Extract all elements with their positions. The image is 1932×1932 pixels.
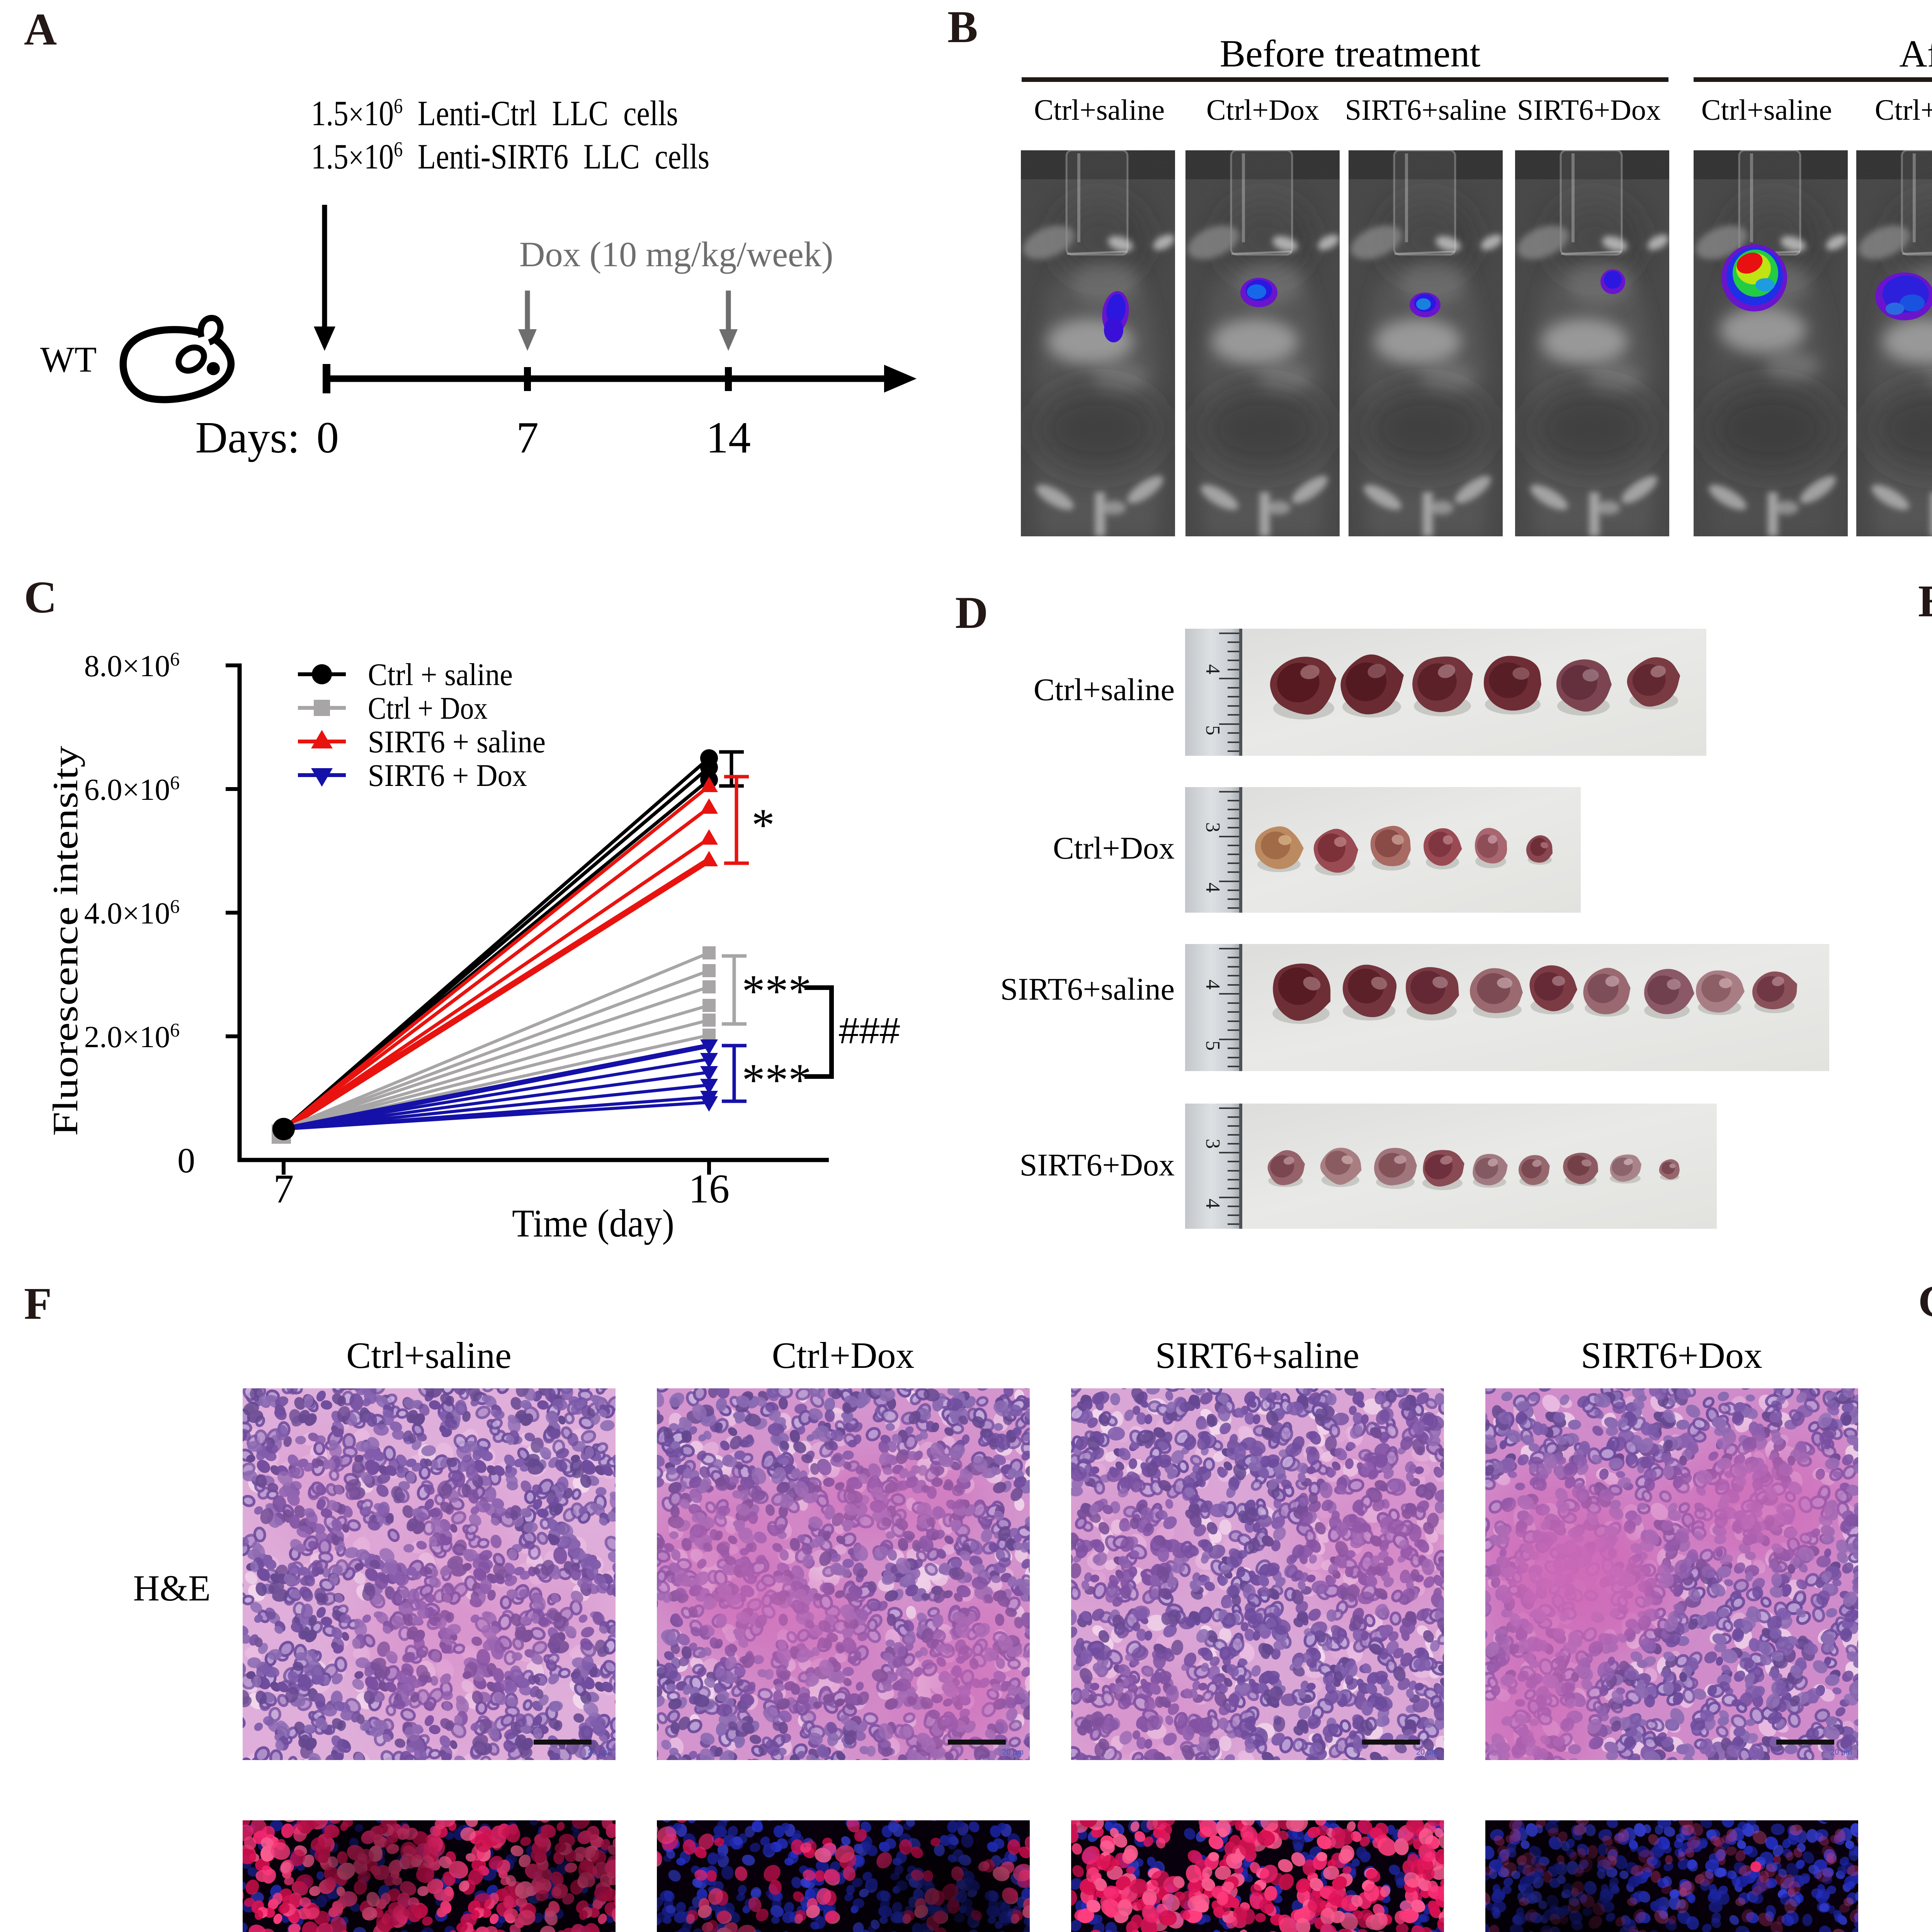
svg-text:3: 3: [1202, 1139, 1224, 1149]
svg-text:4: 4: [1202, 883, 1224, 893]
svg-text:20 µm: 20 µm: [1830, 1748, 1852, 1757]
svg-text:4: 4: [1202, 980, 1224, 990]
svg-text:20 µm: 20 µm: [1002, 1748, 1024, 1757]
svg-text:SIRT6 + Dox: SIRT6 + Dox: [368, 758, 527, 793]
svg-text:5: 5: [1202, 1041, 1224, 1051]
svg-text:Ctrl + saline: Ctrl + saline: [368, 657, 513, 692]
svg-text:2.0×106: 2.0×106: [84, 1019, 180, 1054]
svg-text:*: *: [752, 799, 775, 850]
svg-text:0: 0: [177, 1141, 195, 1180]
svg-text:4: 4: [1202, 1199, 1224, 1209]
svg-text:###: ###: [839, 1010, 900, 1051]
svg-text:16: 16: [689, 1166, 730, 1211]
svg-text:4: 4: [1202, 664, 1224, 674]
svg-text:***: ***: [742, 1054, 811, 1105]
svg-text:Time (day): Time (day): [512, 1202, 674, 1245]
svg-text:4.0×106: 4.0×106: [84, 895, 180, 930]
svg-text:5: 5: [1202, 725, 1224, 735]
svg-text:3: 3: [1202, 822, 1224, 832]
svg-text:Fluorescence intensity: Fluorescence intensity: [46, 746, 85, 1136]
svg-text:8.0×106: 8.0×106: [84, 648, 180, 683]
svg-text:SIRT6 + saline: SIRT6 + saline: [368, 724, 546, 759]
svg-text:6.0×106: 6.0×106: [84, 772, 180, 807]
svg-text:Ctrl + Dox: Ctrl + Dox: [368, 690, 488, 726]
svg-text:20 µm: 20 µm: [588, 1748, 609, 1757]
svg-text:7: 7: [274, 1166, 294, 1211]
svg-text:***: ***: [742, 965, 811, 1017]
svg-text:20 µm: 20 µm: [1416, 1748, 1438, 1757]
